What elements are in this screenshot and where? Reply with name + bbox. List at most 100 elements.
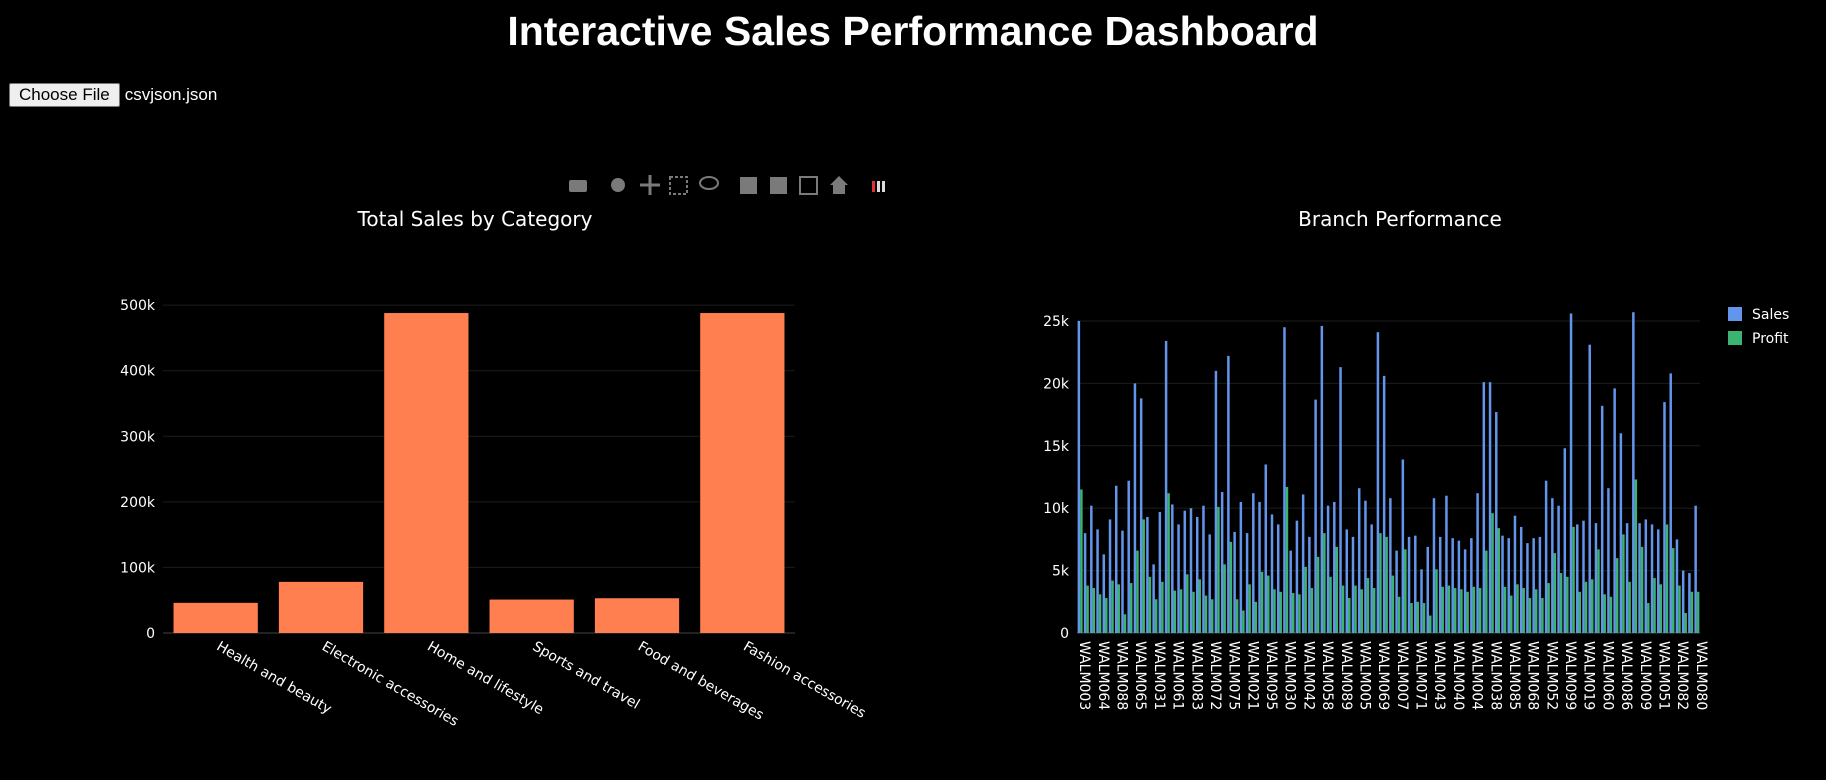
autoscale-icon[interactable] (799, 176, 818, 195)
bar (1613, 388, 1616, 633)
bar (1401, 459, 1405, 633)
x-tick-label: WALM082 (1674, 641, 1690, 710)
bar (1171, 504, 1174, 633)
x-tick-label: WALM042 (1300, 641, 1316, 710)
bar (1161, 581, 1164, 633)
bar (1640, 546, 1644, 633)
bar (1192, 591, 1195, 633)
zoom-out-icon[interactable] (770, 177, 787, 194)
pan-icon[interactable] (640, 175, 660, 195)
bar (700, 313, 785, 633)
bar (1407, 536, 1411, 633)
bar (1090, 505, 1093, 633)
bar (1600, 405, 1604, 633)
plotly-logo[interactable] (872, 181, 875, 192)
legend-swatch (1728, 331, 1742, 345)
bar (1578, 591, 1582, 633)
bar (1460, 589, 1463, 633)
bar (1127, 480, 1130, 633)
bar (1323, 533, 1326, 633)
bar (1264, 464, 1268, 633)
bar (1314, 399, 1317, 633)
bar (1283, 327, 1286, 633)
x-tick-label: WALM069 (1375, 641, 1391, 710)
bar (1366, 578, 1370, 633)
plotly-logo (877, 181, 880, 192)
bar (1316, 556, 1320, 633)
y-tick-label: 400k (120, 364, 156, 380)
zoom-icon[interactable] (611, 178, 625, 192)
bar (1463, 549, 1467, 633)
bar (1164, 340, 1168, 633)
bar (1370, 524, 1373, 633)
bar (1354, 585, 1357, 633)
bar (1117, 584, 1120, 633)
bar (1105, 598, 1108, 633)
bar (1420, 569, 1423, 633)
x-tick-label: WALM068 (1525, 641, 1541, 710)
bar (1339, 367, 1342, 633)
bar (1248, 584, 1251, 633)
bar (1173, 590, 1177, 633)
bar (1563, 448, 1567, 633)
choose-file-button[interactable]: Choose File (9, 83, 120, 107)
bar (1235, 599, 1239, 633)
bar (1217, 506, 1220, 633)
bar (1507, 538, 1510, 633)
bar (1301, 494, 1305, 633)
bar (1273, 589, 1276, 633)
bar (1252, 493, 1255, 633)
bar (173, 602, 258, 633)
bar (1154, 599, 1158, 633)
bar (1684, 613, 1687, 633)
bar (1139, 398, 1143, 633)
bar (1404, 549, 1407, 633)
bar (1559, 573, 1563, 633)
bar (1690, 591, 1694, 633)
zoom-in-icon[interactable] (740, 177, 757, 194)
bar (1123, 614, 1127, 633)
bar (1102, 554, 1106, 633)
camera-icon[interactable] (569, 180, 587, 192)
bar (1111, 580, 1114, 633)
box-select-icon[interactable] (669, 176, 688, 195)
bar (1291, 593, 1295, 633)
bar (1657, 529, 1660, 633)
reset-icon[interactable] (830, 176, 848, 194)
bar (1470, 538, 1473, 633)
x-tick-label: WALM083 (1188, 641, 1204, 710)
bar (1295, 520, 1299, 633)
legend-swatch (1728, 307, 1742, 321)
bar (1659, 584, 1662, 633)
y-tick-label: 100k (120, 560, 156, 576)
bar (1650, 524, 1654, 633)
bar (1541, 598, 1544, 633)
bar (1229, 541, 1233, 633)
bar (1152, 564, 1155, 633)
bar (1260, 571, 1264, 633)
bar (1441, 586, 1444, 633)
y-tick-label: 0 (146, 626, 155, 642)
bar (1681, 570, 1685, 633)
bar (489, 599, 574, 633)
bar (1485, 550, 1488, 633)
x-tick-label: WALM089 (1338, 641, 1354, 710)
bar (1129, 583, 1133, 633)
bar (1538, 536, 1542, 633)
bar (1385, 536, 1388, 633)
lasso-icon[interactable] (699, 176, 719, 190)
bar (1445, 495, 1448, 633)
bar (1195, 516, 1199, 633)
y-tick-label: 500k (120, 298, 156, 314)
x-tick-label: WALM007 (1394, 641, 1410, 710)
x-tick-label: WALM040 (1450, 641, 1466, 710)
legend-label: Sales (1752, 307, 1789, 323)
bar (1335, 546, 1339, 633)
bar (1466, 591, 1469, 633)
y-tick-label: 25k (1043, 314, 1070, 330)
bar (1447, 585, 1451, 633)
bar (1372, 588, 1376, 633)
bar (1547, 583, 1550, 633)
bar (1451, 538, 1454, 633)
